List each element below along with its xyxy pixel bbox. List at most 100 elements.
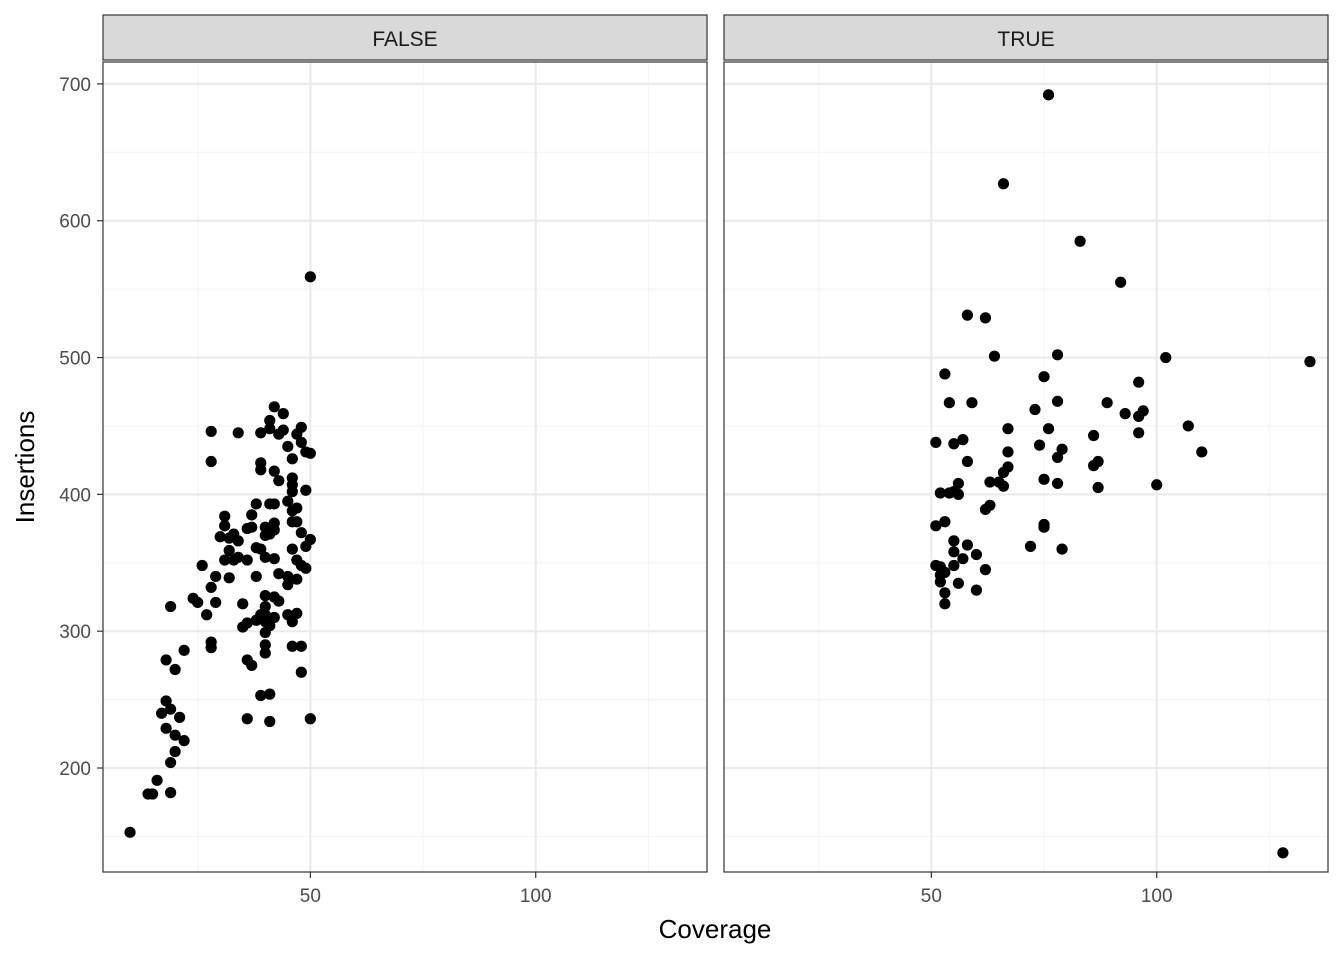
- data-point: [174, 711, 186, 723]
- data-point: [984, 499, 996, 511]
- data-point: [286, 543, 298, 555]
- data-point: [232, 427, 244, 439]
- data-point: [259, 590, 271, 602]
- data-point: [1038, 473, 1050, 485]
- data-point: [160, 722, 172, 734]
- data-point: [286, 640, 298, 652]
- data-point: [930, 436, 942, 448]
- data-point: [984, 476, 996, 488]
- data-point: [151, 774, 163, 786]
- data-point: [219, 520, 231, 532]
- data-point: [286, 472, 298, 484]
- data-point: [304, 447, 316, 459]
- panel-border-TRUE: [723, 61, 1329, 873]
- data-point: [948, 559, 960, 572]
- strip-label-TRUE: TRUE: [997, 28, 1054, 51]
- data-point: [169, 745, 181, 758]
- data-point: [939, 566, 951, 578]
- data-point: [268, 553, 280, 565]
- data-point: [939, 516, 951, 528]
- data-point: [237, 598, 249, 610]
- x-axis-title: Coverage: [659, 914, 772, 944]
- data-point: [210, 570, 222, 583]
- data-point: [948, 535, 960, 547]
- data-point: [1042, 423, 1055, 435]
- data-point: [273, 568, 285, 580]
- x-tick-label: 50: [300, 886, 321, 907]
- panel-background-TRUE: [724, 62, 1328, 872]
- data-point: [264, 423, 276, 435]
- data-point: [205, 455, 217, 468]
- data-point: [1277, 847, 1289, 859]
- data-point: [295, 640, 307, 652]
- strip-background-TRUE: [723, 14, 1329, 61]
- data-point: [966, 397, 978, 409]
- data-point: [1182, 420, 1194, 432]
- data-point: [1033, 439, 1046, 451]
- data-point: [282, 440, 294, 453]
- data-point: [979, 564, 992, 576]
- data-point: [264, 620, 276, 632]
- data-point: [1074, 235, 1086, 247]
- data-point: [957, 434, 969, 446]
- data-point: [155, 707, 168, 719]
- data-point: [943, 487, 955, 499]
- data-point: [259, 600, 271, 613]
- data-point: [246, 659, 258, 671]
- data-point: [286, 453, 298, 465]
- data-point: [1038, 521, 1050, 533]
- x-axis-TRUE: 50 100: [921, 872, 1173, 907]
- data-point: [255, 689, 267, 702]
- data-point: [952, 477, 964, 490]
- data-point: [196, 559, 208, 572]
- data-point: [286, 616, 298, 628]
- data-point: [1038, 371, 1050, 383]
- data-point: [165, 756, 177, 769]
- data-point: [934, 487, 946, 499]
- data-point: [169, 663, 181, 676]
- points-TRUE: [930, 89, 1316, 859]
- y-axis: 200 300 400 500 600 700: [59, 75, 103, 780]
- data-point: [268, 498, 280, 510]
- y-tick-label: 300: [59, 622, 91, 643]
- data-point: [268, 465, 280, 477]
- data-point: [255, 543, 267, 555]
- panel-TRUE: TRUE: [723, 14, 1329, 873]
- data-point: [1133, 376, 1145, 388]
- x-tick-label: 50: [921, 886, 942, 907]
- data-point: [205, 425, 217, 438]
- y-tick-label: 600: [59, 212, 91, 233]
- grid-FALSE: [103, 62, 707, 872]
- data-point: [1304, 356, 1316, 368]
- data-point: [165, 703, 177, 715]
- data-point: [255, 427, 267, 439]
- strip-label-FALSE: FALSE: [372, 28, 437, 51]
- data-point: [268, 401, 280, 413]
- data-point: [295, 436, 307, 448]
- data-point: [1056, 543, 1068, 555]
- data-point: [282, 570, 294, 583]
- data-point: [970, 584, 983, 596]
- grid-TRUE: [724, 62, 1328, 872]
- data-point: [1024, 540, 1037, 552]
- panel-background-FALSE: [103, 62, 707, 872]
- data-point: [952, 577, 964, 589]
- data-point: [192, 596, 204, 609]
- data-point: [241, 713, 253, 725]
- data-point: [961, 455, 974, 468]
- data-point: [939, 598, 951, 610]
- data-point: [291, 607, 303, 620]
- data-point: [1051, 477, 1064, 490]
- data-point: [304, 271, 316, 283]
- data-point: [1160, 351, 1172, 364]
- data-point: [232, 535, 244, 547]
- data-point: [268, 524, 280, 536]
- x-tick-label: 100: [1141, 886, 1173, 907]
- data-point: [1002, 446, 1014, 458]
- data-point: [124, 826, 136, 838]
- data-point: [165, 600, 177, 613]
- x-axis-FALSE: 50 100: [300, 872, 552, 907]
- data-point: [169, 729, 181, 741]
- data-point: [1088, 429, 1100, 442]
